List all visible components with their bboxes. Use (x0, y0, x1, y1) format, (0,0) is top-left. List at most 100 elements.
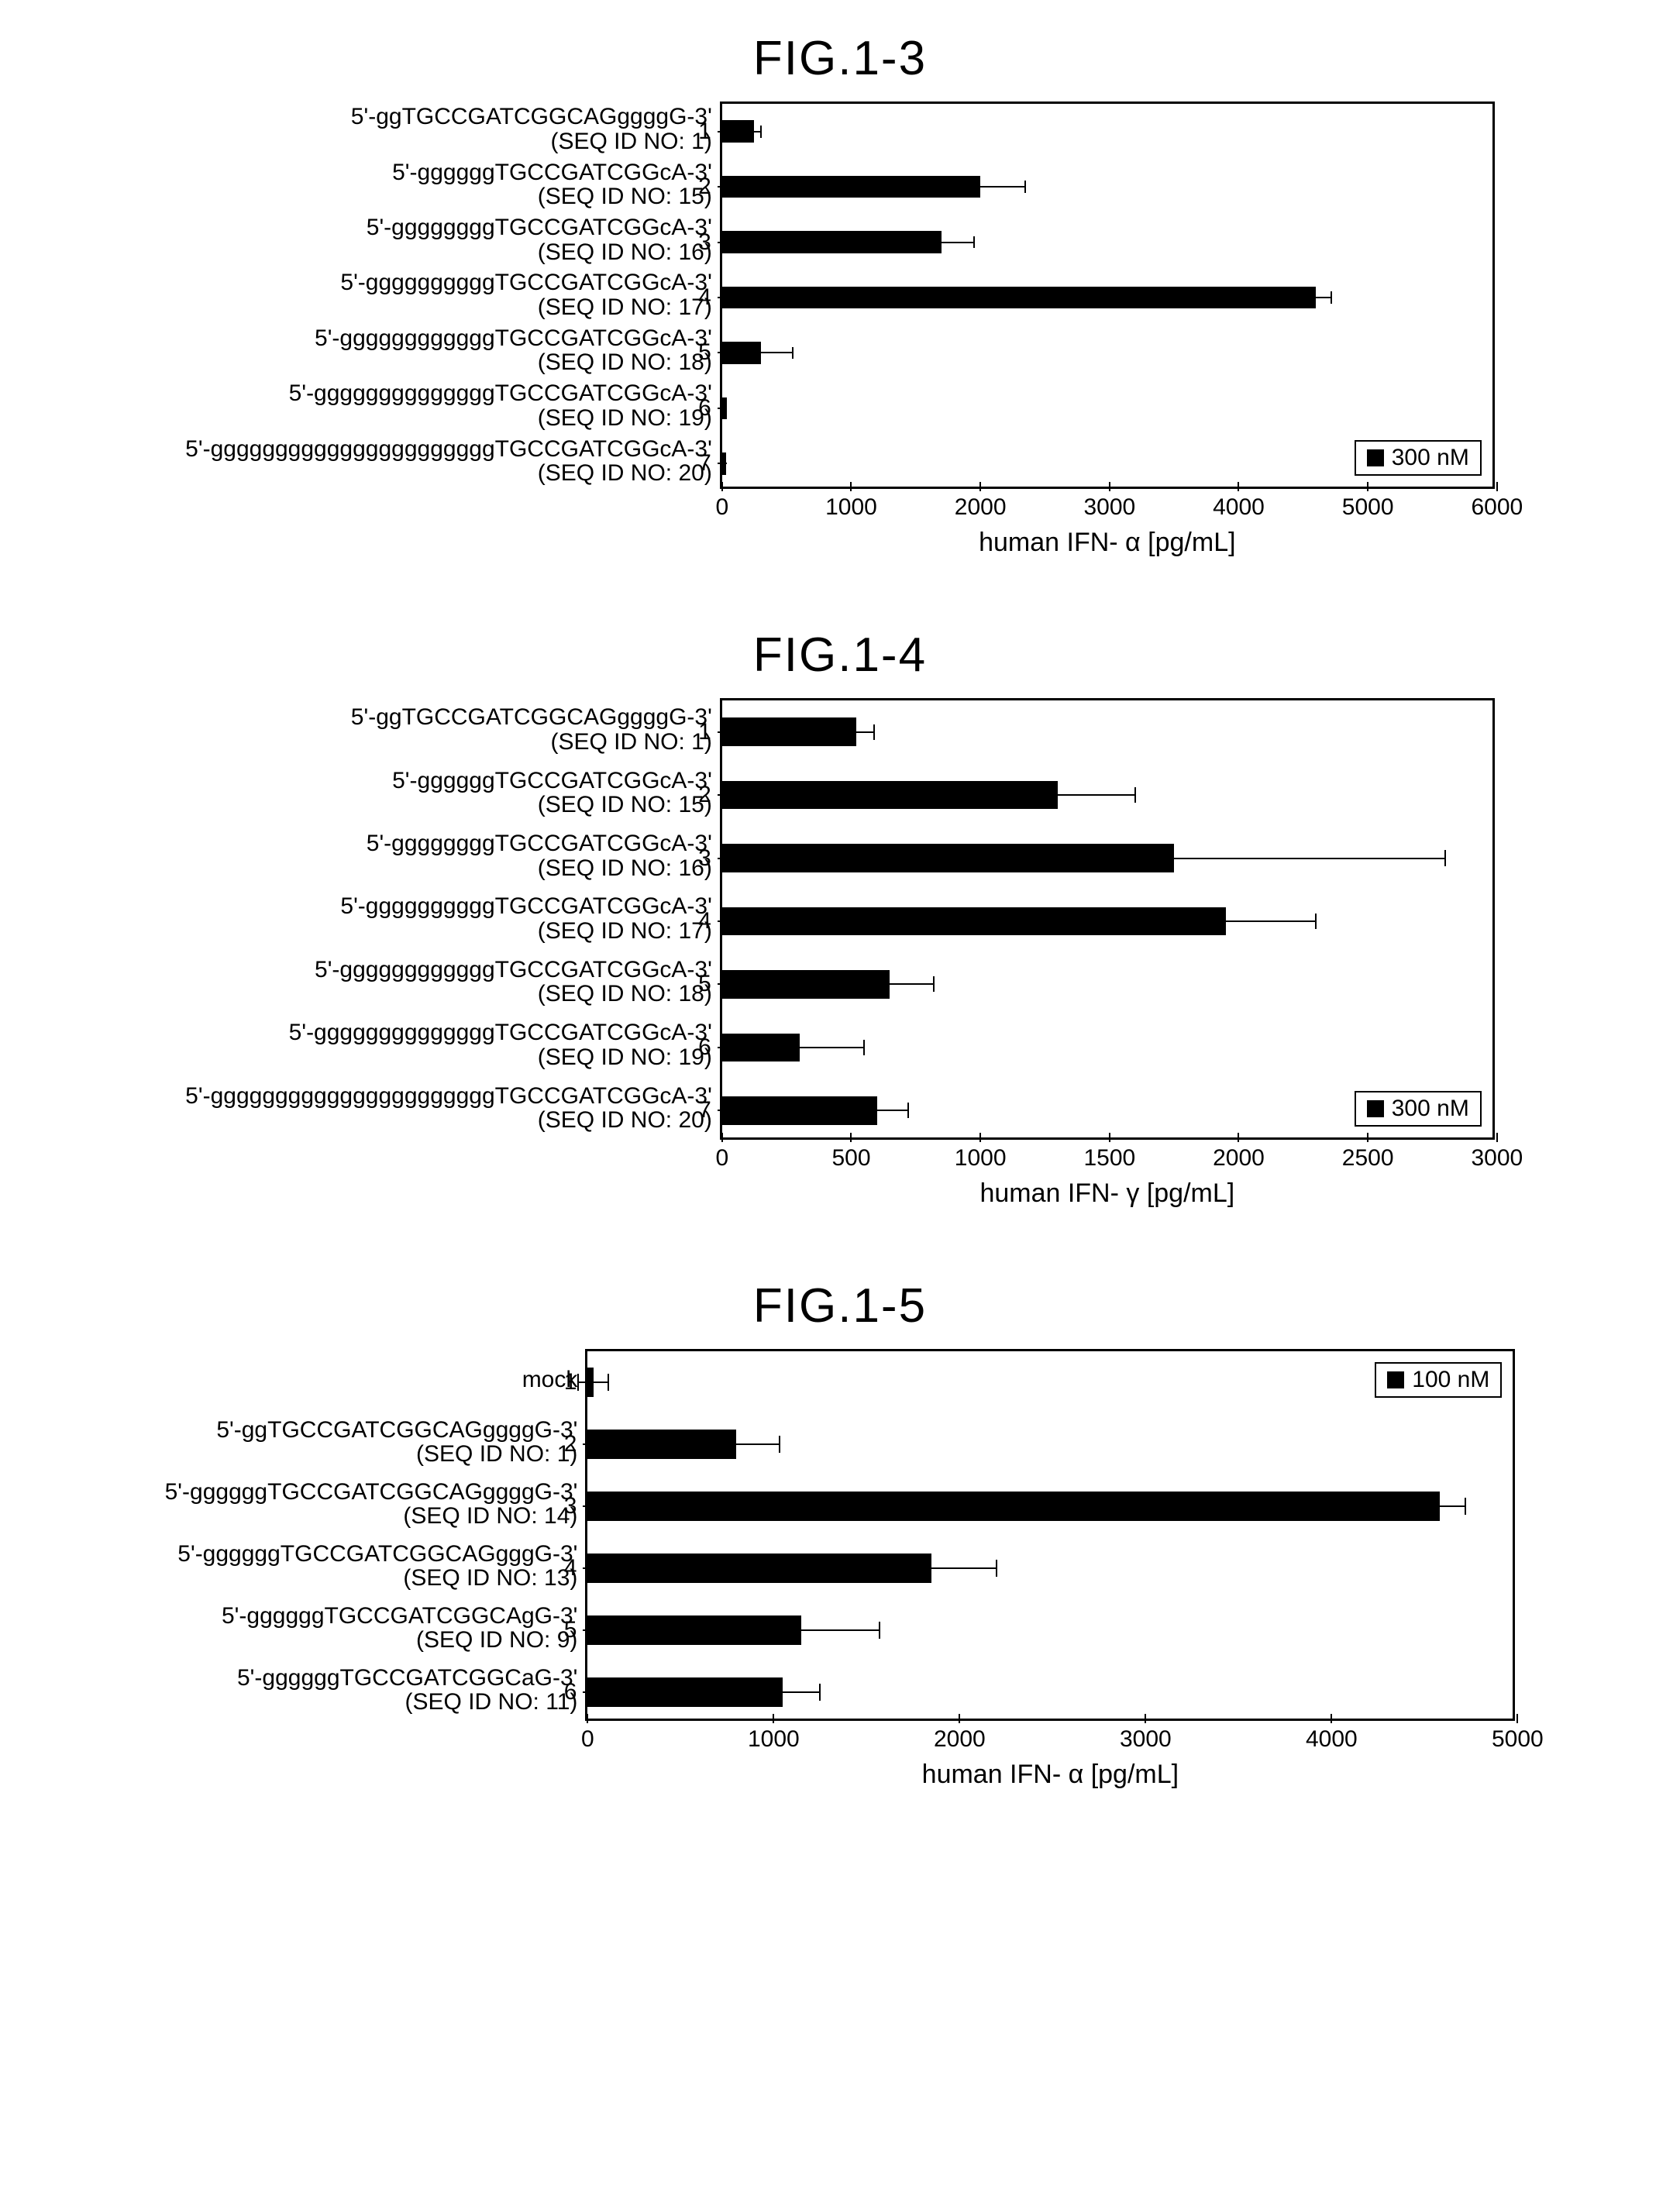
error-bar (846, 1110, 908, 1111)
seq-id-text: (SEQ ID NO: 17) (538, 295, 712, 320)
legend-text: 300 nM (1392, 445, 1469, 471)
figure-title: FIG.1-5 (15, 1278, 1665, 1333)
seq-id-text: (SEQ ID NO: 16) (538, 240, 712, 265)
x-tick-label: 2000 (934, 1719, 986, 1753)
legend-swatch (1387, 1371, 1404, 1388)
error-cap (1315, 914, 1317, 929)
seq-id-text: (SEQ ID NO: 17) (538, 919, 712, 944)
seq-id-text: (SEQ ID NO: 18) (538, 350, 712, 375)
error-cap (866, 1560, 867, 1576)
x-axis-label: human IFN- α [pg/mL] (720, 528, 1495, 558)
error-cap (979, 787, 981, 803)
labels-column: mock5'-ggTGCCGATCGGCAGggggG-3'(SEQ ID NO… (165, 1349, 586, 1721)
x-tick-label: 1000 (748, 1719, 800, 1753)
x-tick-label: 5000 (1492, 1719, 1544, 1753)
sequence-text: 5'-ggTGCCGATCGGCAGggggG-3' (216, 1418, 577, 1443)
error-bar (1413, 1505, 1465, 1507)
sequence-text: 5'-ggggggTGCCGATCGGcA-3' (392, 769, 712, 793)
bar-row (722, 1034, 800, 1062)
x-tick-label: 2000 (1213, 1137, 1265, 1172)
error-cap (879, 1622, 880, 1638)
legend: 100 nM (1375, 1362, 1502, 1398)
sequence-text: 5'-ggggggggggggggTGCCGATCGGcA-3' (289, 1020, 712, 1045)
bar-row (722, 231, 942, 253)
x-tick-label: 3000 (1120, 1719, 1172, 1753)
sequence-text: 5'-ggTGCCGATCGGCAGggggG-3' (351, 705, 712, 730)
sequence-label: 5'-ggggggTGCCGATCGGCAgG-3'(SEQ ID NO: 9) (222, 1597, 577, 1659)
chart-column: 12345670100020003000400050006000300 nM hu… (720, 102, 1495, 558)
seq-id-text: (SEQ ID NO: 14) (403, 1504, 577, 1529)
sequence-label: 5'-ggggggTGCCGATCGGCAGggggG-3'(SEQ ID NO… (165, 1473, 578, 1535)
x-axis-label: human IFN- γ [pg/mL] (720, 1178, 1495, 1209)
error-cap (996, 1560, 997, 1576)
sequence-label: 5'-ggggggggggggggggggggggTGCCGATCGGcA-3'… (185, 1077, 712, 1140)
error-bar (980, 794, 1135, 796)
bar-row (722, 120, 755, 143)
error-bar (745, 1691, 820, 1693)
y-category-number: 6 (564, 1679, 588, 1705)
bar (722, 717, 856, 746)
seq-id-text: (SEQ ID NO: 19) (538, 1045, 712, 1070)
bar-row (722, 176, 980, 198)
figure-body: 5'-ggTGCCGATCGGCAGggggG-3'(SEQ ID NO: 1)… (15, 698, 1665, 1209)
bar-row (587, 1677, 783, 1707)
figure-page: FIG.1-35'-ggTGCCGATCGGCAGggggG-3'(SEQ ID… (15, 31, 1665, 1790)
sequence-label: 5'-ggggggggggggggTGCCGATCGGcA-3'(SEQ ID … (289, 1013, 712, 1076)
sequence-text: 5'-ggggggggggggggggggggggTGCCGATCGGcA-3' (185, 1084, 712, 1109)
plot-area: 1234567050010001500200025003000300 nM (720, 698, 1495, 1140)
sequence-text: 5'-ggggggggggTGCCGATCGGcA-3' (340, 894, 711, 919)
error-cap (745, 1684, 746, 1700)
error-cap (845, 976, 847, 992)
legend-text: 300 nM (1392, 1096, 1469, 1122)
sequence-label: 5'-ggggggggggggTGCCGATCGGcA-3'(SEQ ID NO… (315, 323, 712, 378)
chart-column: 1234567050010001500200025003000300 nM hum… (720, 698, 1495, 1209)
error-bar (866, 1567, 997, 1569)
figure-block: FIG.1-35'-ggTGCCGATCGGCAGggggG-3'(SEQ ID… (15, 31, 1665, 558)
sequence-label: 5'-ggTGCCGATCGGCAGggggG-3'(SEQ ID NO: 1) (351, 698, 712, 761)
x-tick-label: 3000 (1471, 1137, 1523, 1172)
bar-row (587, 1554, 931, 1583)
error-cap (723, 1622, 725, 1638)
y-category-number: 4 (564, 1555, 588, 1581)
x-tick-label: 0 (581, 1719, 594, 1753)
figure-block: FIG.1-5 mock5'-ggTGCCGATCGGCAGggggG-3'(SE… (15, 1278, 1665, 1790)
error-cap (933, 976, 935, 992)
y-category-number: 4 (698, 284, 722, 311)
bar-row (722, 287, 1317, 309)
y-category-number: 2 (698, 782, 722, 808)
sequence-text: 5'-ggggggggTGCCGATCGGcA-3' (367, 831, 712, 856)
plot-area: 123456010002000300040005000100 nM (585, 1349, 1515, 1721)
seq-id-text: (SEQ ID NO: 18) (538, 982, 712, 1006)
error-cap (902, 850, 904, 865)
bar (722, 452, 726, 475)
sequence-label: 5'-ggggggTGCCGATCGGcA-3'(SEQ ID NO: 15) (392, 157, 712, 212)
bar-row (722, 397, 728, 420)
plot-area: 12345670100020003000400050006000300 nM (720, 102, 1495, 489)
error-cap (1134, 787, 1136, 803)
bar-row (722, 907, 1226, 936)
y-category-number: 2 (698, 174, 722, 200)
sequence-text: 5'-ggggggggggggggggggggggTGCCGATCGGcA-3' (185, 437, 712, 462)
sequence-label: 5'-ggggggTGCCGATCGGcA-3'(SEQ ID NO: 15) (392, 761, 712, 824)
chart-column: 123456010002000300040005000100 nMhuman I… (585, 1349, 1515, 1790)
x-tick-label: 4000 (1213, 487, 1265, 521)
y-category-number: 4 (698, 908, 722, 934)
error-cap (792, 347, 794, 360)
bar-row (587, 1492, 1439, 1521)
bar (722, 287, 1317, 309)
bar-row (722, 717, 856, 746)
legend-swatch (1367, 1100, 1384, 1117)
error-cap (577, 1374, 579, 1390)
error-cap (728, 347, 729, 360)
y-category-number: 7 (698, 450, 722, 477)
error-cap (734, 1040, 735, 1055)
error-cap (873, 724, 875, 740)
bar-row (722, 452, 726, 475)
error-cap (838, 724, 839, 740)
figure-block: FIG.1-45'-ggTGCCGATCGGCAGggggG-3'(SEQ ID… (15, 628, 1665, 1209)
error-cap (908, 236, 910, 249)
y-category-number: 3 (698, 845, 722, 872)
x-tick-label: 3000 (1083, 487, 1135, 521)
error-cap (1134, 914, 1136, 929)
labels-column: 5'-ggTGCCGATCGGCAGggggG-3'(SEQ ID NO: 1)… (185, 102, 720, 489)
